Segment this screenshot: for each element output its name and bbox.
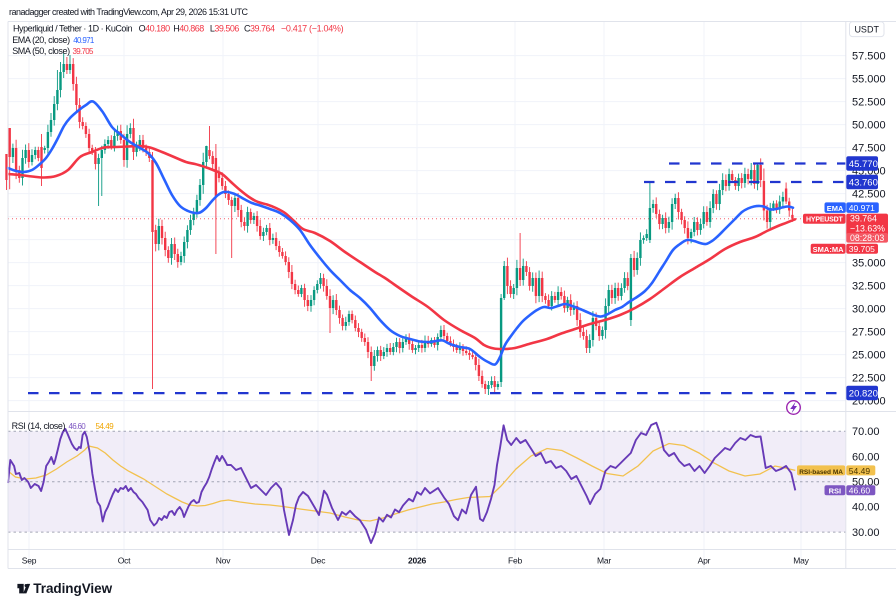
svg-text:46.60: 46.60 xyxy=(849,486,871,496)
svg-text:25.000: 25.000 xyxy=(852,349,886,361)
svg-text:Feb: Feb xyxy=(508,556,523,566)
svg-text:O40.180: O40.180 xyxy=(139,24,171,34)
svg-text:HYPEUSDT: HYPEUSDT xyxy=(806,217,843,224)
svg-text:39.705: 39.705 xyxy=(73,47,95,56)
svg-text:EMA (20, close): EMA (20, close) xyxy=(12,35,70,45)
svg-text:Dec: Dec xyxy=(311,556,326,566)
svg-text:60.00: 60.00 xyxy=(852,451,880,463)
svg-text:42.500: 42.500 xyxy=(852,188,886,200)
svg-text:H40.868: H40.868 xyxy=(173,24,204,34)
svg-text:27.500: 27.500 xyxy=(852,326,886,338)
svg-text:47.500: 47.500 xyxy=(852,142,886,154)
svg-text:L39.506: L39.506 xyxy=(210,24,240,34)
svg-text:22.500: 22.500 xyxy=(852,372,886,384)
svg-text:Nov: Nov xyxy=(216,556,231,566)
svg-text:C39.764: C39.764 xyxy=(244,24,275,34)
svg-text:Oct: Oct xyxy=(118,556,131,566)
svg-text:70.00: 70.00 xyxy=(852,426,880,438)
svg-text:Apr: Apr xyxy=(698,556,711,566)
svg-text:TradingView: TradingView xyxy=(33,581,112,596)
svg-text:Hyperliquid / Tether · 1D · Ku: Hyperliquid / Tether · 1D · KuCoin xyxy=(13,24,133,34)
svg-text:40.00: 40.00 xyxy=(852,502,880,514)
svg-text:20.820: 20.820 xyxy=(849,389,878,400)
svg-text:Sep: Sep xyxy=(22,556,37,566)
svg-text:Mar: Mar xyxy=(597,556,611,566)
svg-text:52.500: 52.500 xyxy=(852,96,886,108)
svg-text:08:28:03: 08:28:03 xyxy=(850,233,884,243)
svg-text:45.770: 45.770 xyxy=(849,159,878,170)
svg-text:35.000: 35.000 xyxy=(852,257,886,269)
svg-text:2026: 2026 xyxy=(408,556,427,566)
svg-text:May: May xyxy=(793,556,809,566)
svg-text:RSI (14, close): RSI (14, close) xyxy=(12,421,66,431)
svg-text:39.764: 39.764 xyxy=(850,214,877,224)
svg-text:30.00: 30.00 xyxy=(852,527,880,539)
svg-text:40.971: 40.971 xyxy=(849,203,875,213)
svg-text:54.49: 54.49 xyxy=(96,422,115,431)
svg-text:46.60: 46.60 xyxy=(69,422,87,431)
svg-text:RSI: RSI xyxy=(829,487,842,496)
svg-text:−0.417 (−1.04%): −0.417 (−1.04%) xyxy=(281,24,344,34)
svg-text:50.000: 50.000 xyxy=(852,119,886,131)
svg-text:EMA: EMA xyxy=(827,204,844,213)
svg-text:RSI-based MA: RSI-based MA xyxy=(799,469,843,476)
svg-text:ranadagger created with Tradin: ranadagger created with TradingView.com,… xyxy=(9,7,248,17)
svg-text:39.705: 39.705 xyxy=(849,244,875,254)
svg-text:55.000: 55.000 xyxy=(852,73,886,85)
svg-text:USDT: USDT xyxy=(854,25,879,35)
svg-text:43.760: 43.760 xyxy=(849,177,878,188)
svg-text:30.000: 30.000 xyxy=(852,303,886,315)
svg-text:−13.63%: −13.63% xyxy=(850,223,885,233)
svg-text:SMA:MA: SMA:MA xyxy=(813,245,844,254)
svg-text:32.500: 32.500 xyxy=(852,280,886,292)
svg-text:57.500: 57.500 xyxy=(852,50,886,62)
svg-text:40.971: 40.971 xyxy=(73,36,95,45)
svg-text:SMA (50, close): SMA (50, close) xyxy=(12,46,70,56)
svg-text:54.49: 54.49 xyxy=(849,466,871,476)
